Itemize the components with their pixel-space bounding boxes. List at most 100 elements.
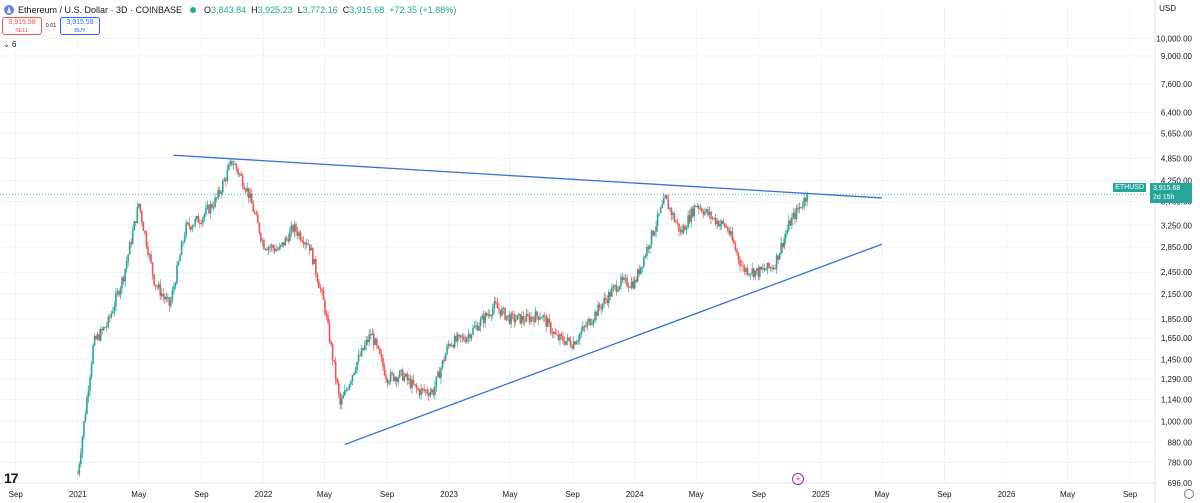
candle-up (171, 290, 174, 301)
trendline-resistance[interactable] (173, 154, 882, 199)
sell-label: SELL (15, 28, 29, 34)
candle-up (748, 274, 750, 275)
trendlines[interactable] (173, 154, 883, 446)
candle-up (705, 209, 708, 212)
candle-down (386, 379, 389, 384)
candle-down (318, 281, 320, 289)
buy-button[interactable]: 3,915.59 BUY (60, 17, 100, 35)
candle-down (476, 325, 479, 331)
price-tick-label: 6,400.00 (1161, 109, 1193, 118)
settings-icon[interactable] (1184, 489, 1194, 499)
time-axis[interactable]: Sep 2021 May Sep 2022 May Sep 2023 May Sep 2024 May… (0, 482, 1155, 499)
candle-up (640, 266, 642, 274)
candle-down (266, 249, 268, 251)
candle-down (199, 222, 201, 224)
candle-down (211, 204, 213, 208)
candle-up (365, 340, 367, 345)
candle-down (240, 173, 242, 176)
last-price-tag: 3,915.68 2d 15h (1150, 183, 1192, 203)
candle-down (464, 340, 467, 343)
candle-down (781, 243, 784, 248)
candle-up (238, 173, 241, 175)
candle-down (691, 208, 694, 217)
candle-up (470, 334, 473, 339)
indicators-toggle[interactable]: ⌄ 6 (3, 40, 16, 49)
candle-up (229, 160, 232, 165)
candle-up (481, 315, 483, 320)
candle-down (101, 328, 104, 331)
candle-down (255, 213, 258, 215)
trade-panel: 3,915.58 SELL 0.01 3,915.59 BUY (2, 17, 100, 35)
candle-down (243, 186, 245, 190)
candle-down (252, 203, 255, 212)
candle-down (498, 308, 500, 310)
candle-up (643, 256, 645, 267)
candle-up (525, 313, 528, 322)
candle-up (136, 207, 139, 223)
candle-down (438, 371, 441, 379)
candle-up (78, 463, 81, 474)
tradingview-logo[interactable]: 17 (4, 470, 19, 486)
candle-up (99, 328, 102, 341)
candle-up (90, 363, 93, 378)
candle-up (620, 277, 622, 287)
candles (77, 158, 808, 477)
candle-up (769, 267, 772, 269)
candle-up (400, 369, 403, 372)
candle-down (258, 223, 261, 234)
candle-down (676, 222, 679, 224)
candle-up (389, 372, 392, 382)
candle-up (368, 334, 371, 343)
candle-down (247, 187, 250, 199)
candle-up (447, 344, 450, 347)
candle-up (205, 207, 207, 215)
candle-up (641, 266, 644, 268)
candle-up (713, 217, 715, 219)
candle-down (551, 333, 554, 334)
candle-up (270, 245, 273, 248)
candle-down (595, 311, 598, 316)
candle-up (160, 293, 163, 296)
candle-down (528, 315, 531, 323)
candle-up (618, 286, 621, 290)
countdown-value: 2d 15h (1153, 194, 1175, 201)
candle-down (688, 215, 691, 223)
candle-down (362, 348, 364, 350)
candle-down (504, 307, 506, 320)
candle-down (379, 348, 381, 355)
currency-label[interactable]: USD (1159, 4, 1176, 13)
candle-up (281, 242, 284, 246)
candle-up (745, 268, 747, 272)
candle-down (432, 389, 435, 395)
candle-up (586, 321, 589, 327)
price-axis[interactable]: 10,000.00 9,000.00 7,600.00 6,400.00 5,650.0… (1154, 0, 1193, 503)
candle-up (206, 205, 209, 208)
candle-down (200, 223, 203, 224)
candle-up (133, 221, 136, 231)
open-value: 3,843.84 (211, 5, 247, 15)
add-event-icon[interactable]: + (792, 473, 804, 485)
time-tick-label: 2024 (626, 490, 644, 499)
candle-up (170, 300, 172, 306)
candle-down (331, 344, 334, 361)
candle-up (649, 244, 651, 249)
candle-down (556, 333, 558, 335)
candle-up (588, 319, 590, 322)
candle-up (289, 231, 291, 242)
candle-up (437, 371, 439, 377)
candle-down (627, 286, 630, 288)
candle-down (560, 334, 563, 337)
symbol-title[interactable]: Ethereum / U.S. Dollar · 3D · COINBASE (18, 5, 183, 15)
price-tick-label: 9,000.00 (1161, 52, 1193, 61)
sell-button[interactable]: 3,915.58 SELL (2, 17, 42, 35)
candle-down (527, 313, 529, 316)
time-tick-label: Sep (752, 490, 767, 499)
candle-up (209, 204, 212, 214)
candle-up (275, 249, 277, 252)
candle-down (742, 265, 744, 267)
trendline-support[interactable] (344, 243, 883, 446)
candle-up (84, 413, 87, 422)
candle-up (124, 269, 126, 282)
candle-up (685, 227, 688, 230)
